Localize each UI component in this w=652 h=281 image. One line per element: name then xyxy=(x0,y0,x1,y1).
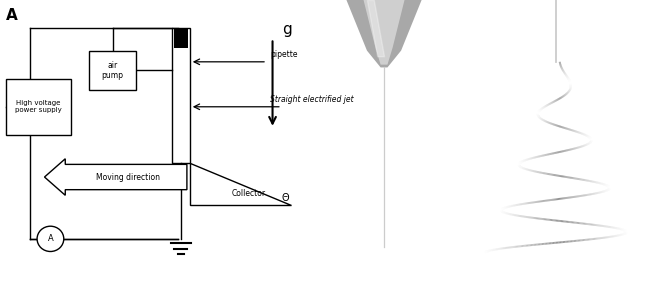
Text: High voltage
power supply: High voltage power supply xyxy=(15,100,62,113)
Bar xyxy=(6,79,71,135)
Text: Collector: Collector xyxy=(231,189,265,198)
Polygon shape xyxy=(190,163,291,205)
Text: Straight electrified jet: Straight electrified jet xyxy=(270,95,353,104)
Text: pipette: pipette xyxy=(270,50,297,59)
Text: Moving direction: Moving direction xyxy=(96,173,160,182)
Text: Θ: Θ xyxy=(282,193,289,203)
Text: g: g xyxy=(282,22,292,37)
Circle shape xyxy=(37,226,64,251)
Text: 1 mm: 1 mm xyxy=(357,267,383,276)
Polygon shape xyxy=(364,0,404,65)
Text: 10 mm: 10 mm xyxy=(537,270,569,279)
Polygon shape xyxy=(346,0,422,67)
Text: A: A xyxy=(48,234,53,243)
Text: air
pump: air pump xyxy=(102,60,124,80)
Bar xyxy=(89,51,136,90)
Text: C: C xyxy=(490,8,500,22)
FancyArrow shape xyxy=(44,159,187,195)
Text: B: B xyxy=(309,8,319,22)
Bar xyxy=(173,28,188,48)
Text: A: A xyxy=(6,8,18,23)
Bar xyxy=(172,28,190,163)
